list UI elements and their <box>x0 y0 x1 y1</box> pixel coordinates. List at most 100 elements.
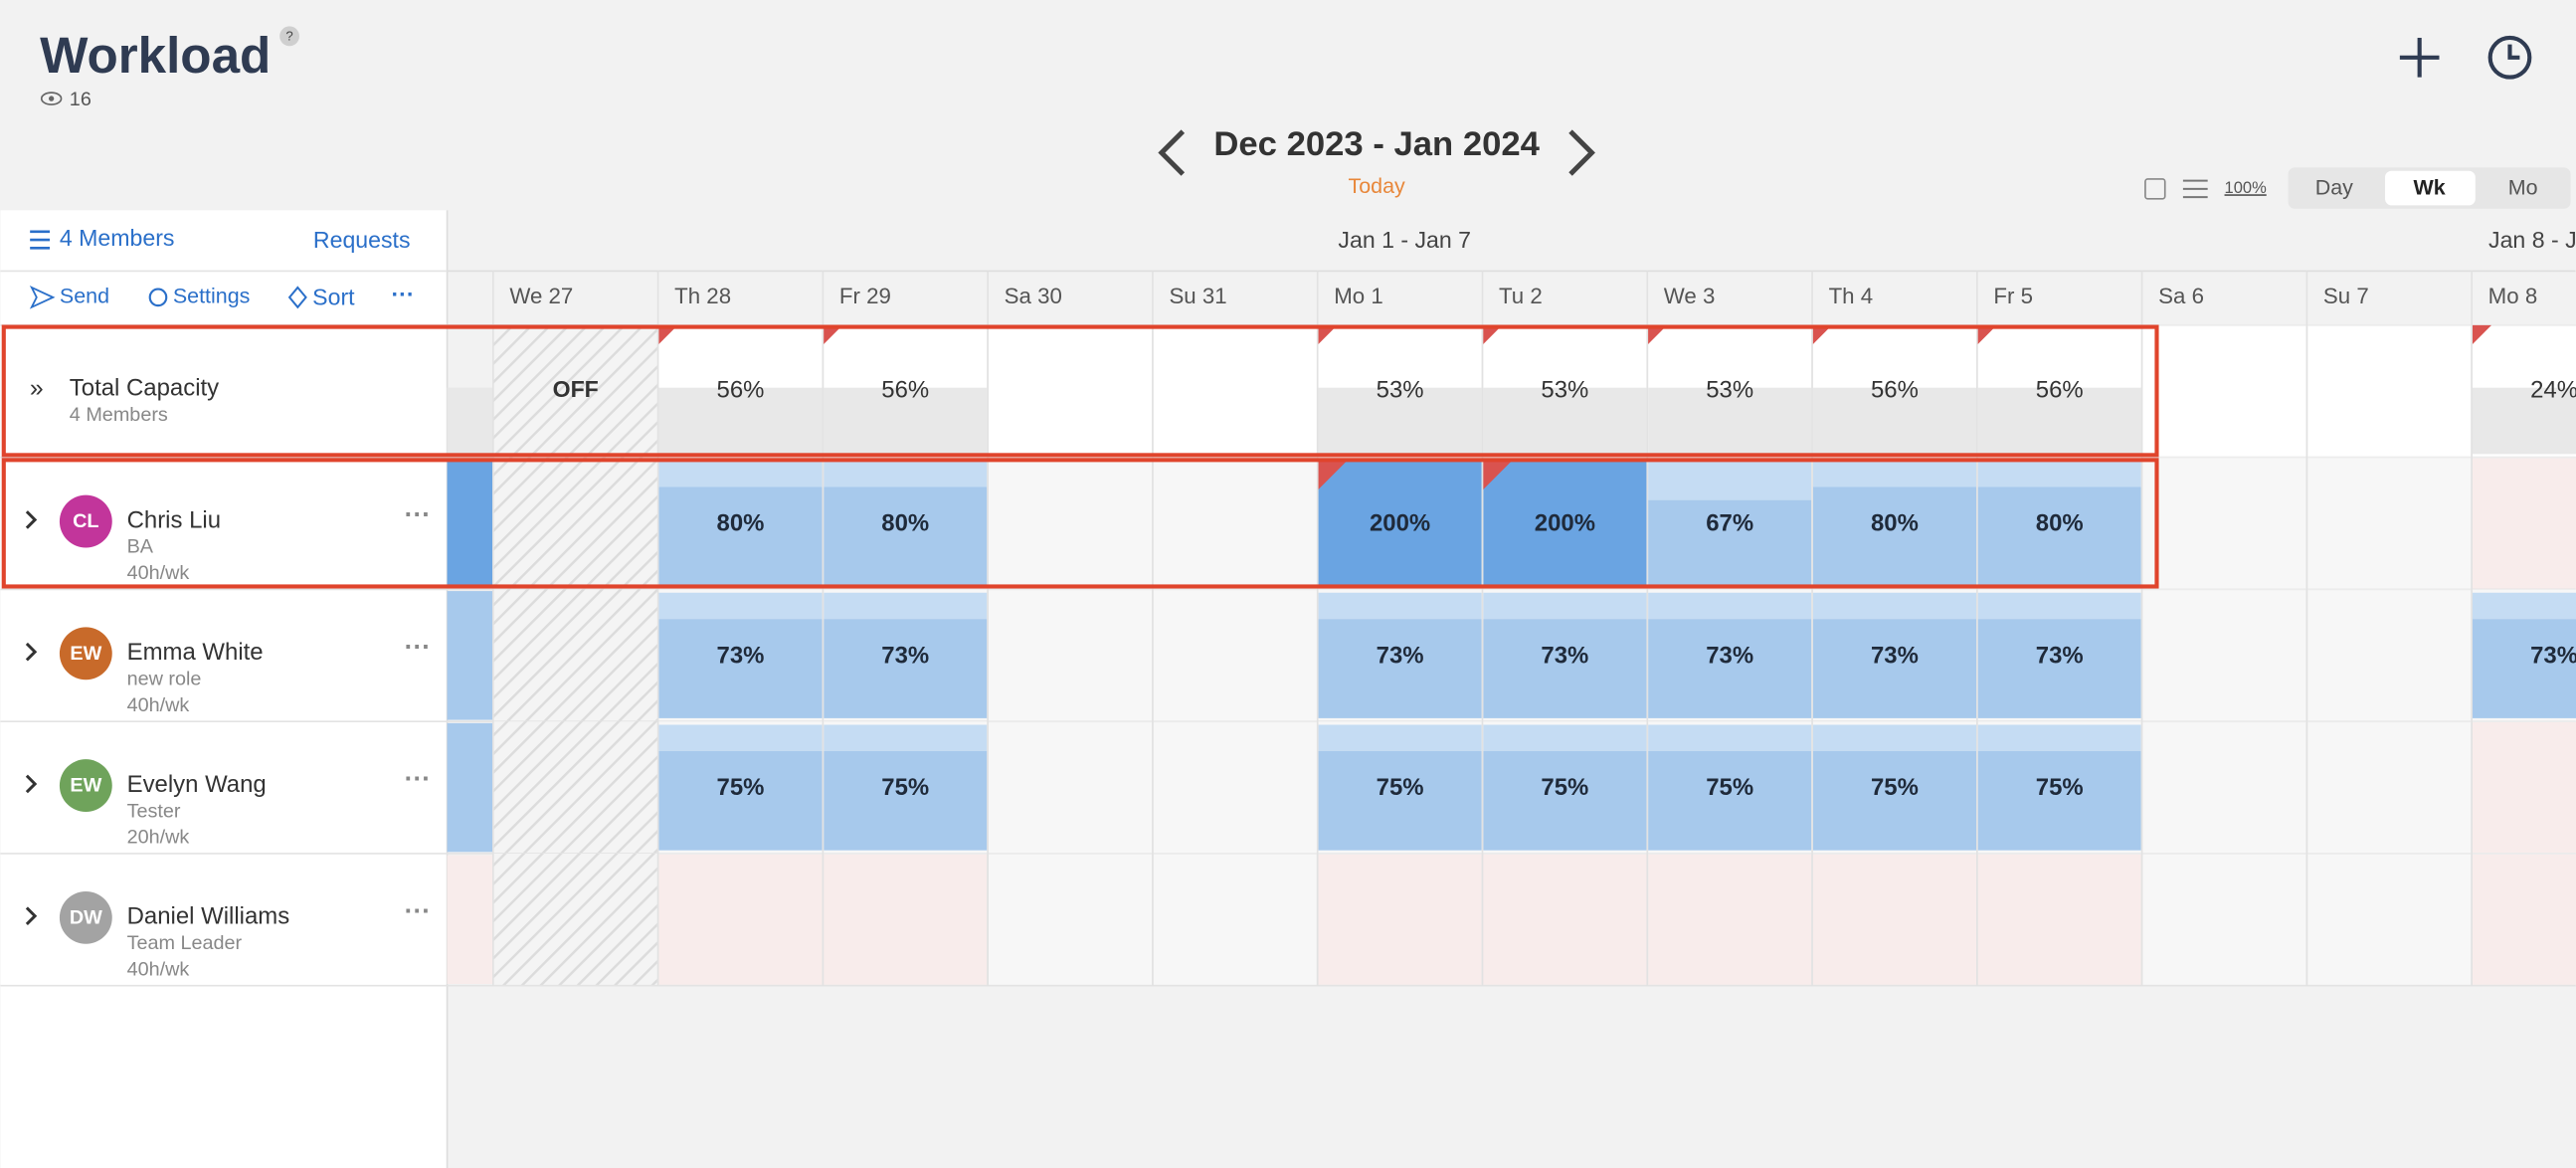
workload-bar <box>1977 619 2141 718</box>
capacity-label: 53% <box>1377 376 1424 403</box>
add-button[interactable] <box>2399 37 2440 78</box>
prev-period[interactable] <box>1158 129 1186 176</box>
highlight-box <box>1 458 2159 589</box>
member-menu[interactable]: ··· <box>405 499 431 529</box>
capacity-bar <box>824 387 988 455</box>
help-icon[interactable] <box>279 26 299 47</box>
member-name[interactable]: Daniel Williams <box>127 903 290 930</box>
cell <box>1811 853 1978 987</box>
members-icon[interactable] <box>30 230 50 250</box>
expand-row[interactable] <box>25 642 38 662</box>
expand-row[interactable] <box>25 510 38 529</box>
cell <box>2140 324 2308 459</box>
expand-all[interactable]: » <box>30 375 44 402</box>
save-icon[interactable] <box>2144 178 2166 200</box>
today-link[interactable]: Today <box>1349 174 1406 198</box>
week-label: Jan 1 - Jan 7 <box>1338 227 1471 253</box>
member-name[interactable]: Chris Liu <box>127 506 221 533</box>
history-button[interactable] <box>2487 35 2532 80</box>
page-title: Workload <box>40 27 271 84</box>
workload-bar <box>824 487 988 587</box>
members-toggle[interactable]: 4 Members <box>60 225 175 251</box>
capacity-strip <box>824 724 988 751</box>
sort-button[interactable]: Sort <box>312 285 355 310</box>
workload-bar <box>658 487 823 587</box>
week-label: Jan 8 - J <box>2488 227 2576 253</box>
partial-cell <box>447 591 493 720</box>
avatar-initials: EW <box>70 775 101 797</box>
cell <box>1646 853 1813 987</box>
view-option[interactable]: Wk <box>2413 176 2445 200</box>
cell <box>822 853 989 987</box>
sidebar <box>0 210 448 1168</box>
cell <box>987 324 1154 459</box>
workload-bar <box>658 750 823 851</box>
partial-cell <box>447 722 493 853</box>
capacity-strip <box>1483 592 1647 620</box>
workload-label: 73% <box>1377 642 1424 669</box>
capacity-strip <box>1812 460 1977 487</box>
total-sub: 4 Members <box>70 404 168 426</box>
off-cell <box>492 324 658 458</box>
overload-flag <box>1317 460 1348 490</box>
off-cell <box>492 721 658 854</box>
member-hours: 40h/wk <box>127 562 190 584</box>
member-name[interactable]: Emma White <box>127 639 264 666</box>
settings-button[interactable]: Settings <box>173 285 251 308</box>
send-icon[interactable] <box>29 286 56 309</box>
cell <box>1316 853 1484 987</box>
help-text[interactable]: ? <box>285 29 292 44</box>
cell <box>1976 853 2143 987</box>
workload-label: 73% <box>881 642 929 669</box>
member-role: Tester <box>127 800 181 822</box>
workload-label: 75% <box>1871 774 1919 801</box>
overload-flag <box>823 324 843 345</box>
workload-bar <box>1318 460 1482 587</box>
capacity-strip <box>1648 724 1812 751</box>
next-period[interactable] <box>1568 129 1595 176</box>
expand-row[interactable] <box>25 774 38 794</box>
cell <box>987 588 1154 723</box>
member-menu[interactable]: ··· <box>405 632 431 662</box>
sort-icon[interactable] <box>287 286 307 309</box>
member-name[interactable]: Evelyn Wang <box>127 771 267 798</box>
partial-cell <box>447 387 493 455</box>
off-label: OFF <box>553 376 599 402</box>
workload-bar <box>658 619 823 718</box>
capacity-strip <box>2473 592 2576 620</box>
workload-label: 200% <box>1535 510 1595 537</box>
view-option[interactable]: Mo <box>2508 176 2538 200</box>
member-menu[interactable]: ··· <box>405 895 431 925</box>
filter-icon[interactable] <box>2182 179 2208 199</box>
day-label: Mo 8 <box>2488 284 2538 308</box>
cell <box>2471 720 2576 855</box>
workload-label: 67% <box>1706 510 1753 537</box>
capacity-strip <box>658 592 823 620</box>
member-menu[interactable]: ··· <box>405 764 431 794</box>
capacity-label: 24% <box>2530 376 2576 403</box>
cell <box>987 456 1154 591</box>
zoom-level[interactable]: 100% <box>2225 179 2268 197</box>
capacity-bar <box>1977 387 2141 455</box>
workload-label: 80% <box>881 510 929 537</box>
day-label: Sa 30 <box>1005 284 1062 308</box>
requests-link[interactable]: Requests <box>313 227 411 253</box>
workload-bar <box>1318 619 1482 718</box>
highlight-box <box>1 324 2159 458</box>
expand-row[interactable] <box>25 906 38 926</box>
clock-hands <box>2507 44 2520 60</box>
period-label: Dec 2023 - Jan 2024 <box>1213 125 1540 163</box>
workload-label: 75% <box>881 774 929 801</box>
more-actions[interactable]: ··· <box>391 281 414 306</box>
cell <box>987 853 1154 987</box>
eye-pupil <box>49 96 55 101</box>
capacity-strip <box>658 724 823 751</box>
settings-icon[interactable] <box>148 288 168 307</box>
member-hours: 20h/wk <box>127 827 190 849</box>
cell <box>1481 853 1649 987</box>
capacity-label: 53% <box>1541 376 1588 403</box>
workload-bar <box>1977 487 2141 587</box>
send-button[interactable]: Send <box>60 285 109 308</box>
view-option[interactable]: Day <box>2315 176 2353 200</box>
